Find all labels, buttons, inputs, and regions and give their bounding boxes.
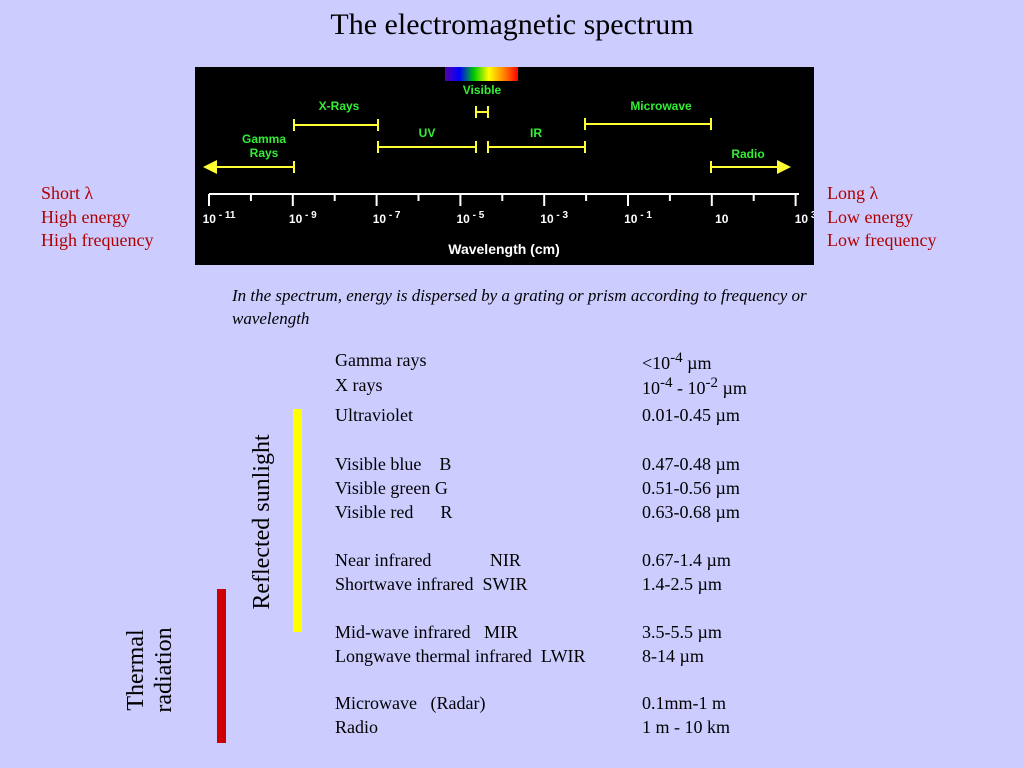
xrays-label: X-Rays — [319, 99, 360, 113]
page-title: The electromagnetic spectrum — [330, 8, 694, 41]
axis-tick-label: 10 - 7 — [373, 210, 401, 226]
axis-tick-label: 10 - 3 — [540, 210, 568, 226]
wavelength-axis — [208, 193, 799, 206]
microwave-label: Microwave — [630, 99, 692, 113]
radio-arrowhead — [777, 160, 791, 174]
region-labels: Visible X-Rays Microwave Gamma Rays UV I… — [242, 83, 765, 161]
axis-title: Wavelength (cm) — [448, 241, 560, 257]
band-range: 3.5-5.5 µm — [642, 622, 722, 642]
thermal-label-line2: radiation — [151, 627, 177, 713]
thermal-radiation-label: Thermal radiation — [122, 615, 178, 725]
band-range: 1.4-2.5 µm — [642, 574, 722, 594]
band-name: Visible blue B — [335, 454, 452, 474]
low-frequency: Low frequency — [827, 230, 937, 250]
band-range: 10-4 - 10-2 µm — [642, 375, 747, 398]
axis-tick-label: 10 - 9 — [289, 210, 317, 226]
uv-label: UV — [419, 126, 436, 140]
band-range: 0.1mm-1 m — [642, 693, 726, 713]
spectrum-diagram: Visible X-Rays Microwave Gamma Rays UV I… — [195, 67, 814, 265]
band-range: 1 m - 10 km — [642, 717, 730, 737]
band-name: Microwave (Radar) — [335, 693, 486, 713]
ir-label: IR — [530, 126, 542, 140]
short-lambda: Short λ — [41, 183, 94, 203]
high-energy: High energy — [41, 206, 131, 227]
axis-tick-label: 10 - 1 — [624, 210, 652, 226]
long-wavelength-notes: Long λ Low energy Low frequency — [827, 182, 936, 253]
band-range: <10-4 µm — [642, 350, 712, 373]
band-range: 0.67-1.4 µm — [642, 550, 731, 570]
band-name: Near infrared NIR — [335, 550, 521, 570]
band-name: X rays — [335, 375, 383, 395]
band-name: Ultraviolet — [335, 405, 413, 425]
spectrum-svg: Visible X-Rays Microwave Gamma Rays UV I… — [203, 67, 814, 257]
band-range: 0.47-0.48 µm — [642, 454, 740, 474]
spectrum-caption: In the spectrum, energy is dispersed by … — [232, 286, 807, 328]
band-name: Shortwave infrared SWIR — [335, 574, 528, 594]
axis-tick-label: 10 - 11 — [203, 210, 236, 226]
reflected-sunlight-label: Reflected sunlight — [249, 434, 275, 610]
axis-tick-label: 10 3 — [795, 210, 814, 226]
band-range: 0.63-0.68 µm — [642, 502, 740, 522]
gamma-label-line1: Gamma — [242, 132, 286, 146]
short-wavelength-notes: Short λ High energy High frequency — [41, 182, 153, 253]
band-name: Longwave thermal infrared LWIR — [335, 646, 586, 666]
band-range: 0.01-0.45 µm — [642, 405, 740, 425]
long-lambda: Long λ — [827, 183, 879, 203]
radio-label: Radio — [731, 147, 764, 161]
thermal-radiation-bar — [217, 589, 226, 743]
reflected-sunlight-bar — [293, 409, 302, 632]
axis-tick-label: 10 - 5 — [456, 210, 484, 226]
visible-label: Visible — [463, 83, 502, 97]
band-name: Radio — [335, 717, 378, 737]
axis-tick-labels: 10 - 11 10 - 9 10 - 7 10 - 5 10 - 3 10 - 1 10 1… — [203, 210, 814, 226]
band-range: 8-14 µm — [642, 646, 704, 666]
gamma-arrowhead — [203, 160, 217, 174]
low-energy: Low energy — [827, 206, 914, 227]
gamma-label-line2: Rays — [250, 146, 279, 160]
band-name: Gamma rays — [335, 350, 427, 370]
band-range: 0.51-0.56 µm — [642, 478, 740, 498]
high-frequency: High frequency — [41, 230, 154, 250]
region-bars — [209, 106, 787, 173]
visible-rainbow-strip — [445, 67, 518, 81]
axis-tick-label: 10 — [715, 212, 729, 226]
thermal-label-line1: Thermal — [123, 629, 149, 711]
band-name: Mid-wave infrared MIR — [335, 622, 518, 642]
band-name: Visible green G — [335, 478, 448, 498]
band-name: Visible red R — [335, 502, 453, 522]
